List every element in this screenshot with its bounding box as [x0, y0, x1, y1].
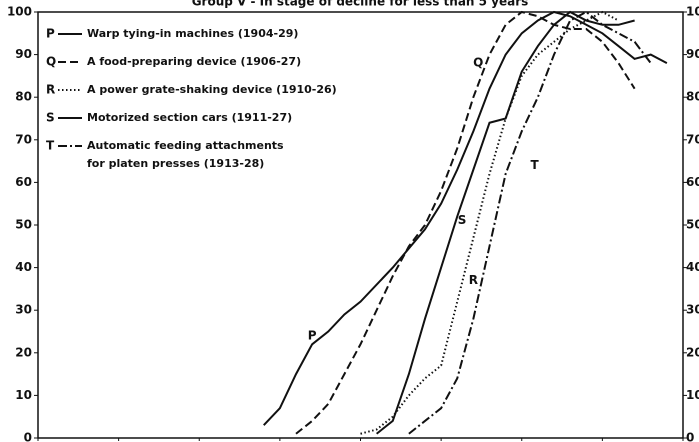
- legend-text: Automatic feeding attachments for platen…: [87, 139, 284, 170]
- legend-text: Warp tying-in machines (1904-29): [87, 27, 299, 40]
- series-line: [263, 10, 668, 426]
- curve-label: T: [531, 158, 540, 172]
- plot-frame: [37, 11, 684, 439]
- y2-tick-label: 0: [686, 431, 694, 442]
- y-tick-label: 90: [15, 47, 32, 61]
- legend-letter: R: [46, 83, 55, 97]
- y-tick-label: 10: [15, 388, 32, 402]
- y-tick-label: 60: [15, 175, 32, 189]
- curve-label: S: [458, 213, 467, 227]
- y2-tick-label: 50: [686, 218, 699, 232]
- y2-tick-label: 40: [686, 260, 699, 274]
- y-tick-label: 100: [7, 5, 32, 19]
- y-tick-label: 0: [24, 431, 32, 442]
- legend-letter: T: [46, 139, 55, 153]
- series-line: [408, 10, 652, 435]
- legend-text: A power grate-shaking device (1910-26): [87, 83, 337, 96]
- legend-letter: S: [46, 111, 55, 125]
- y2-tick-label: 100: [686, 5, 699, 19]
- y2-tick-label: 20: [686, 345, 699, 359]
- series-line: [360, 10, 619, 435]
- y-tick-label: 20: [15, 345, 32, 359]
- curve-label: P: [308, 328, 317, 342]
- series-line: [376, 10, 635, 435]
- y2-tick-label: 60: [686, 175, 699, 189]
- legend-text: Motorized section cars (1911-27): [87, 111, 293, 124]
- y2-tick-label: 10: [686, 388, 699, 402]
- y-tick-label: 80: [15, 90, 32, 104]
- y-tick-label: 40: [15, 260, 32, 274]
- y-tick-label: 30: [15, 303, 32, 317]
- legend-letter: P: [46, 27, 55, 41]
- y2-tick-label: 70: [686, 132, 699, 146]
- y2-tick-label: 80: [686, 90, 699, 104]
- curve-label: Q: [473, 56, 483, 70]
- y2-tick-label: 30: [686, 303, 699, 317]
- y-tick-label: 50: [15, 218, 32, 232]
- y2-tick-label: 90: [686, 47, 699, 61]
- legend-text: A food-preparing device (1906-27): [87, 55, 302, 68]
- curve-label: R: [469, 273, 478, 287]
- y-tick-label: 70: [15, 132, 32, 146]
- chart-title: Group V - In stage of decline for less t…: [192, 0, 529, 9]
- series-line: [295, 10, 636, 435]
- legend-letter: Q: [46, 55, 56, 69]
